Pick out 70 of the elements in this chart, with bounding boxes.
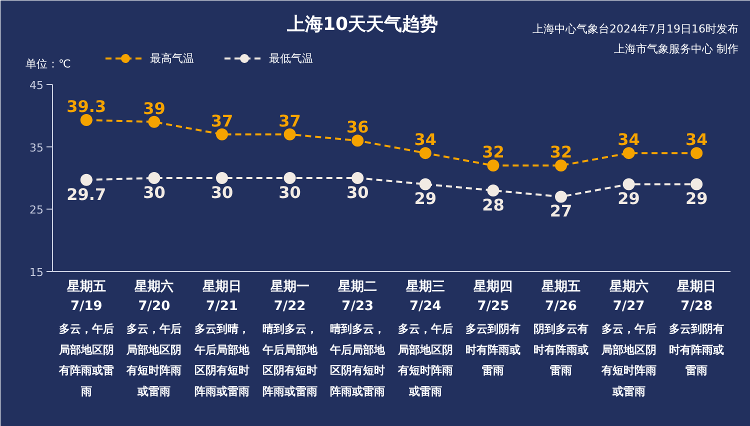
- data-label: 39.3: [66, 97, 106, 116]
- data-label: 34: [618, 130, 640, 150]
- data-label: 28: [482, 195, 504, 214]
- data-label: 36: [346, 118, 369, 137]
- point: [352, 172, 364, 184]
- data-label: 27: [550, 202, 572, 221]
- data-label: 37: [278, 111, 301, 130]
- x-tick-label: 星期日 7/21: [202, 279, 242, 314]
- data-label: 29: [618, 189, 640, 208]
- x-tick-label: 星期六 7/20: [134, 278, 174, 314]
- point: [622, 178, 635, 190]
- data-label: 29: [685, 189, 708, 208]
- data-label: 34: [414, 130, 437, 150]
- data-label: 32: [482, 142, 504, 162]
- x-tick-label: 星期四 7/25: [472, 279, 513, 314]
- data-label: 37: [210, 111, 234, 130]
- data-label: 39: [143, 98, 166, 118]
- x-tick-label: 星期五 7/26: [540, 279, 580, 314]
- x-tick-label: 星期一 7/22: [269, 279, 310, 314]
- text: 多云到晴，午后局部地区阴有短时阵雨或雷雨: [194, 322, 250, 398]
- point: [352, 134, 364, 147]
- point: [690, 178, 703, 190]
- point: [80, 114, 92, 126]
- point: [555, 160, 567, 172]
- x-tick-label: 星期三 7/24: [404, 279, 445, 314]
- point: [148, 172, 160, 184]
- point: [555, 190, 567, 203]
- y-axis-title: 单位：℃: [26, 58, 71, 70]
- y-tick-label: 45: [30, 79, 44, 92]
- data-label: 30: [346, 183, 369, 202]
- text: 晴到多云，午后局部地区阴有短时阵雨或雷雨: [329, 322, 386, 398]
- point: [284, 172, 296, 184]
- legend-label: 最低气温: [269, 50, 313, 66]
- x-tick-label: 星期六 7/27: [608, 278, 648, 314]
- point: [622, 147, 635, 160]
- point: [216, 128, 228, 140]
- point: [284, 128, 296, 140]
- y-tick-label: 15: [30, 266, 44, 279]
- point: [487, 184, 500, 196]
- x-tick-label: 星期二 7/23: [337, 279, 378, 314]
- point: [419, 147, 432, 160]
- point: [419, 178, 432, 190]
- chart-title: 上海10天天气趋势: [286, 14, 438, 35]
- y-tick-label: 35: [30, 141, 44, 154]
- x-tick-label: 星期日 7/28: [676, 279, 716, 314]
- data-label: 32: [550, 142, 572, 162]
- data-label: 34: [685, 130, 708, 150]
- text: 多云，午后局部地区阴有短时阵雨或雷雨: [600, 322, 656, 398]
- text: 多云，午后局部地区阴有短时阵雨或雷雨: [126, 322, 182, 398]
- point: [690, 147, 703, 160]
- y-tick-label: 25: [30, 204, 44, 217]
- text: 阴到多云有时有阵雨或雷雨: [534, 322, 588, 378]
- text: 多云，午后局部地区阴有短时阵雨或雷雨: [396, 322, 453, 398]
- data-label: 30: [278, 183, 301, 202]
- text: 上海市气象服务中心 制作: [614, 42, 739, 56]
- text: 多云到阴有时有阵雨或雷雨: [466, 322, 521, 378]
- point: [487, 160, 500, 172]
- text: 上海中心气象台2024年7月19日16时发布: [532, 22, 739, 36]
- point: [80, 174, 92, 186]
- text: 晴到多云，午后局部地区阴有短时阵雨或雷雨: [261, 322, 318, 398]
- legend-label: 最高气温: [150, 50, 194, 66]
- point: [148, 116, 160, 128]
- data-label: 29.7: [66, 184, 106, 204]
- text: 多云，午后局部地区阴有阵雨或雷雨: [58, 322, 114, 398]
- data-label: 30: [210, 183, 234, 202]
- point: [216, 172, 228, 184]
- text: 多云到阴有时有阵雨或雷雨: [669, 322, 724, 378]
- data-label: 30: [143, 183, 166, 202]
- x-tick-label: 星期五 7/19: [66, 279, 106, 314]
- data-label: 29: [414, 189, 437, 208]
